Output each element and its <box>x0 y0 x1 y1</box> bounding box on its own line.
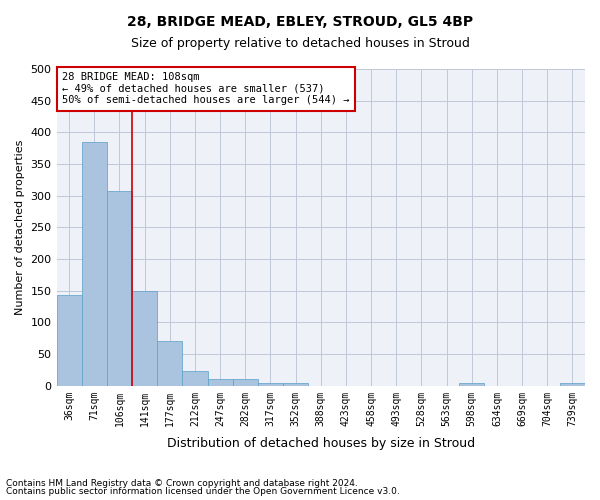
Text: Contains public sector information licensed under the Open Government Licence v3: Contains public sector information licen… <box>6 487 400 496</box>
X-axis label: Distribution of detached houses by size in Stroud: Distribution of detached houses by size … <box>167 437 475 450</box>
Bar <box>82 142 107 386</box>
Bar <box>157 342 182 386</box>
Text: 28 BRIDGE MEAD: 108sqm
← 49% of detached houses are smaller (537)
50% of semi-de: 28 BRIDGE MEAD: 108sqm ← 49% of detached… <box>62 72 349 106</box>
Bar <box>208 380 233 386</box>
Text: 28, BRIDGE MEAD, EBLEY, STROUD, GL5 4BP: 28, BRIDGE MEAD, EBLEY, STROUD, GL5 4BP <box>127 15 473 29</box>
Bar <box>233 380 258 386</box>
Bar <box>132 292 157 386</box>
Text: Size of property relative to detached houses in Stroud: Size of property relative to detached ho… <box>131 38 469 51</box>
Bar <box>56 295 82 386</box>
Text: Contains HM Land Registry data © Crown copyright and database right 2024.: Contains HM Land Registry data © Crown c… <box>6 478 358 488</box>
Bar <box>283 382 308 386</box>
Bar <box>459 382 484 386</box>
Bar <box>182 371 208 386</box>
Bar <box>107 192 132 386</box>
Bar <box>560 382 585 386</box>
Y-axis label: Number of detached properties: Number of detached properties <box>15 140 25 315</box>
Bar <box>258 382 283 386</box>
